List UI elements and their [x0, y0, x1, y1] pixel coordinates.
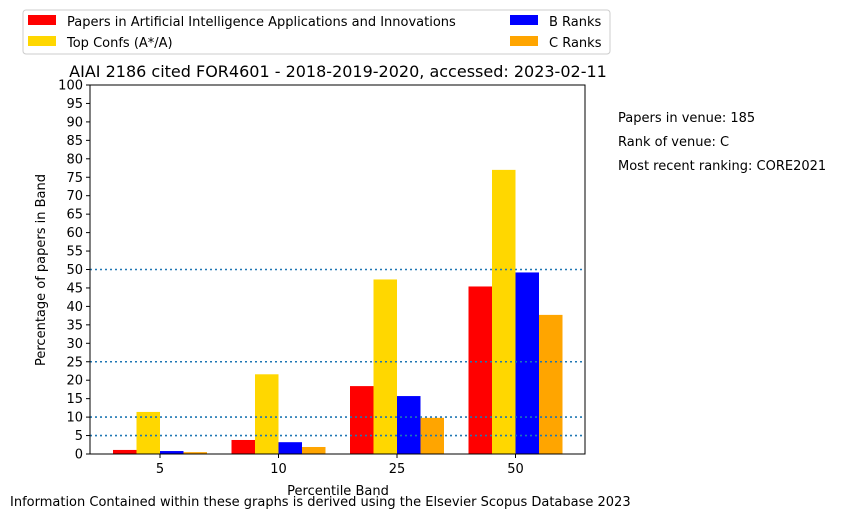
y-tick-label: 65: [66, 208, 83, 223]
legend-swatch: [28, 36, 56, 46]
bar: [468, 286, 492, 454]
legend-label: C Ranks: [549, 36, 602, 51]
y-tick-label: 15: [66, 392, 83, 407]
chart-title: AIAI 2186 cited FOR4601 - 2018-2019-2020…: [69, 62, 607, 81]
legend-box: [22, 9, 611, 55]
bar: [539, 314, 563, 454]
legend-swatch: [28, 15, 56, 25]
bar: [420, 417, 444, 454]
legend: Papers in Artificial Intelligence Applic…: [22, 9, 611, 55]
plot-area: 0 5 10 15 20 25 30 35 40 45 50 55 60 65 70 75 80 85 90 95 10…: [58, 79, 586, 477]
bar: [160, 451, 184, 454]
y-tick-label: 30: [66, 337, 83, 352]
data-source-footer: Information Contained within these graph…: [10, 495, 631, 510]
y-tick-label: 55: [66, 245, 83, 260]
y-tick-label: 5: [75, 429, 83, 444]
y-tick-label: 85: [66, 134, 83, 149]
y-tick-label: 45: [66, 281, 83, 296]
bar: [302, 446, 326, 454]
bar: [231, 439, 255, 454]
y-tick-label: 25: [66, 355, 83, 370]
bar: [373, 279, 397, 454]
y-axis-label: Percentage of papers in Band: [34, 174, 49, 366]
recent-ranking-note: Most recent ranking: CORE2021: [618, 159, 827, 174]
y-tick-label: 70: [66, 189, 83, 204]
x-tick-label: 5: [156, 462, 164, 477]
bar: [113, 449, 137, 454]
bar: [492, 169, 516, 454]
legend-swatch: [510, 15, 538, 25]
bar: [136, 411, 160, 454]
x-axis-label: Percentile Band: [287, 484, 389, 499]
axes-frame: [89, 84, 586, 455]
x-tick-label: 25: [389, 462, 406, 477]
rank-of-venue-note: Rank of venue: C: [618, 135, 730, 150]
y-tick-label: 0: [75, 448, 83, 463]
x-tick-label: 50: [507, 462, 524, 477]
legend-label: Top Confs (A*/A): [66, 36, 173, 51]
y-tick-label: 80: [66, 152, 83, 167]
x-tick-label: 10: [270, 462, 287, 477]
y-tick-label: 20: [66, 374, 83, 389]
y-tick-label: 75: [66, 171, 83, 186]
bar: [255, 374, 279, 454]
y-tick-label: 40: [66, 300, 83, 315]
bar: [278, 442, 302, 454]
legend-swatch: [510, 36, 538, 46]
bar: [515, 272, 539, 454]
y-tick-label: 90: [66, 115, 83, 130]
bar: [350, 386, 374, 454]
y-tick-label: 50: [66, 263, 83, 278]
y-tick-label: 10: [66, 411, 83, 426]
papers-in-venue-note: Papers in venue: 185: [618, 111, 756, 126]
bar: [397, 396, 421, 454]
legend-label: Papers in Artificial Intelligence Applic…: [67, 15, 456, 30]
legend-label: B Ranks: [549, 15, 602, 30]
y-tick-label: 100: [58, 79, 83, 94]
y-tick-label: 60: [66, 226, 83, 241]
y-tick-label: 95: [66, 97, 83, 112]
y-tick-label: 35: [66, 318, 83, 333]
bar: [183, 452, 207, 454]
